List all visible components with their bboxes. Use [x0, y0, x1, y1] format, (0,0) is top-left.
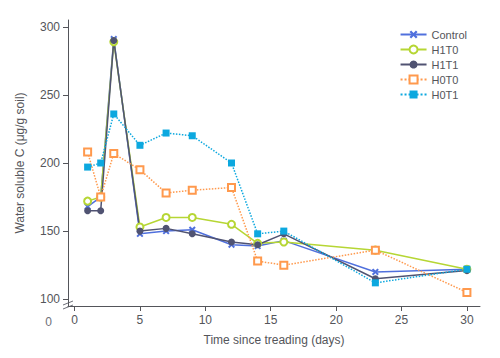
svg-text:300: 300	[40, 20, 60, 34]
svg-text:5: 5	[137, 313, 144, 327]
svg-text:200: 200	[40, 156, 60, 170]
svg-text:H1T1: H1T1	[432, 59, 459, 71]
svg-text:10: 10	[199, 313, 213, 327]
svg-text:Control: Control	[432, 29, 467, 41]
svg-text:25: 25	[395, 313, 409, 327]
svg-text:0: 0	[71, 313, 78, 327]
svg-text:H0T0: H0T0	[432, 74, 459, 86]
svg-text:H1T0: H1T0	[432, 44, 459, 56]
svg-text:150: 150	[40, 224, 60, 238]
svg-text:100: 100	[40, 292, 60, 306]
svg-text:30: 30	[460, 313, 474, 327]
svg-text:15: 15	[264, 313, 278, 327]
svg-text:20: 20	[329, 313, 343, 327]
svg-text:0: 0	[45, 315, 52, 329]
svg-text:Time since treading (days): Time since treading (days)	[204, 333, 345, 347]
svg-text:Water soluble C (μg/g soil): Water soluble C (μg/g soil)	[13, 92, 27, 233]
svg-text:H0T1: H0T1	[432, 89, 459, 101]
svg-text:250: 250	[40, 88, 60, 102]
